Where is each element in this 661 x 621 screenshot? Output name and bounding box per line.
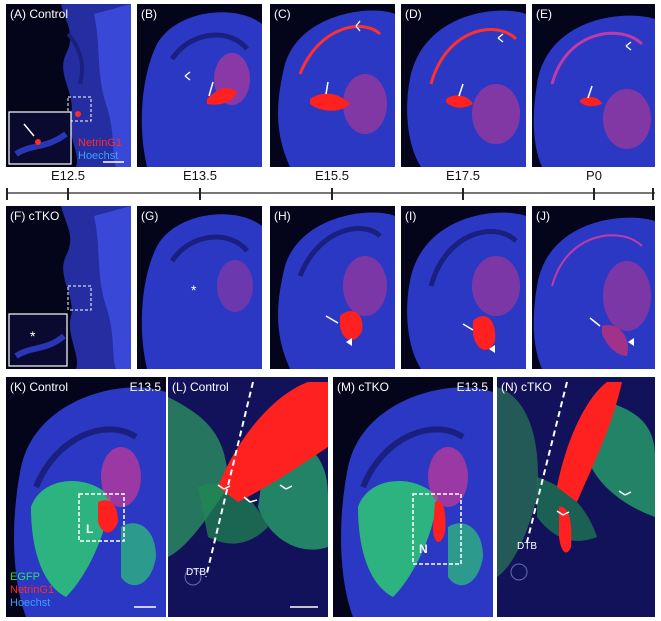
- dtb-label: DTB: [517, 541, 537, 552]
- panel-label: (J): [536, 209, 550, 223]
- tissue-image-b: [137, 4, 262, 167]
- panel-label: (B): [141, 7, 157, 21]
- timeline-stage-label: E13.5: [183, 168, 217, 183]
- panel-c: (C): [270, 4, 395, 167]
- panel-f: (F) cTKO *: [6, 206, 131, 369]
- timeline-stage-label: E15.5: [315, 168, 349, 183]
- panel-label: (A) Control: [10, 7, 69, 21]
- panel-a: (A) Control NetrinG1 Hoechst: [6, 4, 131, 167]
- legend-hoechst: Hoechst: [10, 597, 51, 609]
- dtb-boundary-line: [526, 381, 568, 543]
- panel-j: (J): [532, 206, 655, 369]
- dtb-label: DTB: [186, 567, 206, 578]
- legend-hoechst: Hoechst: [78, 150, 119, 162]
- panel-label: (E): [536, 7, 552, 21]
- panel-label: (N) cTKO: [501, 380, 552, 394]
- panel-g: (G) *: [137, 206, 262, 369]
- panel-label: (G): [141, 209, 159, 223]
- legend-netrin: NetrinG1: [78, 137, 123, 149]
- tissue-image-a: [6, 4, 131, 167]
- timeline-stage-label: E17.5: [446, 168, 480, 183]
- tissue-image-l: [168, 377, 328, 617]
- tissue-image-i: [401, 206, 526, 369]
- zoom-box-label: N: [419, 542, 428, 556]
- tissue-image-g: [137, 206, 262, 369]
- asterisk-marker: *: [191, 282, 197, 298]
- timeline-axis: [6, 188, 655, 200]
- panel-label: (C): [274, 7, 291, 21]
- panel-stage: E13.5: [129, 380, 161, 394]
- panel-n: (N) cTKO DTB: [497, 377, 655, 617]
- panel-e: (E): [532, 4, 655, 167]
- panel-label: (F) cTKO: [10, 209, 60, 223]
- tissue-image-d: [401, 4, 526, 167]
- zoom-box-a: [67, 96, 92, 122]
- legend-netrin: NetrinG1: [10, 584, 55, 596]
- timeline-stage-label: E12.5: [51, 168, 85, 183]
- zoom-box-m: [412, 493, 462, 565]
- tissue-image-k: [6, 377, 166, 617]
- panel-label: (M) cTKO: [337, 380, 389, 394]
- tissue-image-e: [532, 4, 655, 167]
- asterisk-marker: *: [30, 328, 36, 344]
- tissue-image-n: [497, 377, 655, 617]
- tissue-image-m: [333, 377, 493, 617]
- panel-h: (H): [270, 206, 395, 369]
- panel-label: (I): [405, 209, 417, 223]
- panel-stage: E13.5: [456, 380, 488, 394]
- tissue-image-j: [532, 206, 655, 369]
- panel-d: (D): [401, 4, 526, 167]
- panel-label: (H): [274, 209, 291, 223]
- zoom-box-label: L: [86, 522, 94, 536]
- panel-label: (K) Control: [10, 380, 69, 394]
- panel-b: (B): [137, 4, 262, 167]
- zoom-box-f: [67, 285, 92, 311]
- tissue-image-c: [270, 4, 395, 167]
- zoom-box-k: [78, 493, 125, 542]
- dtb-boundary-line: [205, 381, 254, 578]
- panel-m: (M) cTKO E13.5 N: [333, 377, 493, 617]
- panel-i: (I): [401, 206, 526, 369]
- timeline-stage-label: P0: [586, 168, 602, 183]
- tissue-image-h: [270, 206, 395, 369]
- tissue-image-f: [6, 206, 131, 369]
- panel-k: (K) Control E13.5 L EGFP NetrinG1 Hoechs…: [6, 377, 166, 617]
- panel-l: (L) Control DTB: [168, 377, 328, 617]
- legend-egfp: EGFP: [10, 571, 40, 583]
- panel-label: (D): [405, 7, 422, 21]
- panel-label: (L) Control: [172, 380, 229, 394]
